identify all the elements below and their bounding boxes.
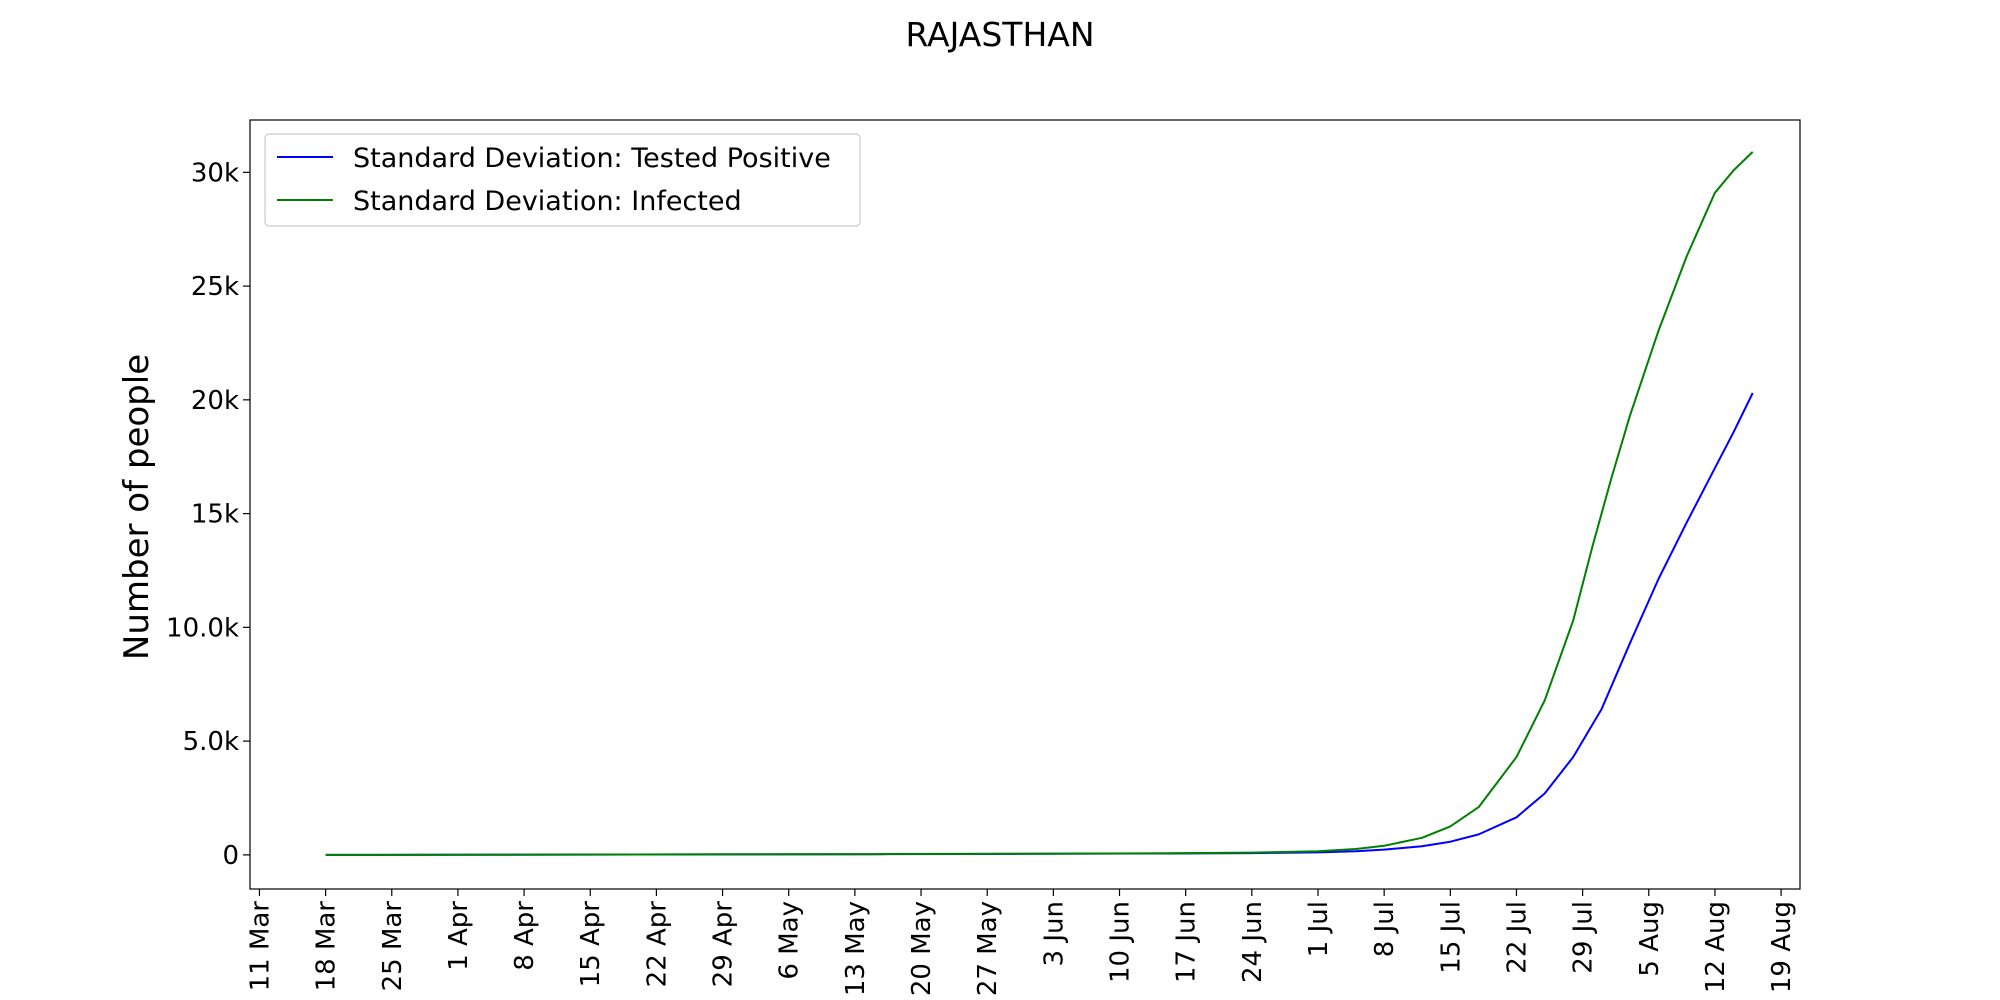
y-tick-label: 25k xyxy=(191,272,239,302)
x-tick-label: 19 Aug xyxy=(1767,901,1797,993)
x-tick-label: 29 Jul xyxy=(1569,901,1599,974)
x-tick-label: 24 Jun xyxy=(1238,901,1268,983)
y-tick-label: 30k xyxy=(191,158,239,188)
x-tick-label: 6 May xyxy=(775,901,805,980)
y-tick-label: 10.0k xyxy=(166,613,239,643)
x-tick-label: 5 Aug xyxy=(1635,901,1665,977)
x-tick-label: 1 Jul xyxy=(1304,901,1334,957)
legend-label-1: Standard Deviation: Tested Positive xyxy=(353,143,831,174)
x-tick-label: 13 May xyxy=(841,901,871,996)
x-tick-label: 10 Jun xyxy=(1106,901,1136,983)
x-tick-label: 15 Apr xyxy=(576,901,606,988)
y-axis-label: Number of people xyxy=(117,354,157,660)
x-tick-label: 22 Apr xyxy=(642,901,672,988)
x-tick-label: 29 Apr xyxy=(709,901,739,988)
series-line-2 xyxy=(325,151,1754,856)
x-tick-label: 27 May xyxy=(973,901,1003,996)
y-tick-label: 5.0k xyxy=(183,727,239,757)
y-tick-label: 20k xyxy=(191,386,239,416)
axes-frame xyxy=(249,119,1801,890)
x-tick-label: 11 Mar xyxy=(245,901,275,992)
x-tick-label: 1 Apr xyxy=(444,901,474,971)
x-tick-label: 8 Apr xyxy=(510,901,540,971)
y-tick-label: 15k xyxy=(191,500,239,530)
legend-box xyxy=(264,133,861,227)
y-tick-label: 0 xyxy=(222,841,239,871)
x-tick-label: 3 Jun xyxy=(1039,901,1069,966)
x-tick-label: 12 Aug xyxy=(1701,901,1731,993)
x-tick-label: 18 Mar xyxy=(312,901,342,992)
x-tick-label: 22 Jul xyxy=(1502,901,1532,974)
chart-title: RAJASTHAN xyxy=(905,15,1094,54)
x-tick-label: 15 Jul xyxy=(1436,901,1466,974)
legend: Standard Deviation: Tested Positive Stand… xyxy=(264,133,861,227)
legend-label-2: Standard Deviation: Infected xyxy=(353,186,742,217)
x-tick-label: 8 Jul xyxy=(1370,901,1400,957)
plot-area: 0 5.0k 10.0k 15k 20k 25k 30k 11 Mar 18 Mar 25 Mar… xyxy=(166,119,1801,996)
x-tick-label: 17 Jun xyxy=(1172,901,1202,983)
x-tick-label: 20 May xyxy=(907,901,937,996)
x-tick-label: 25 Mar xyxy=(378,901,408,992)
series-line-1 xyxy=(325,392,1754,856)
